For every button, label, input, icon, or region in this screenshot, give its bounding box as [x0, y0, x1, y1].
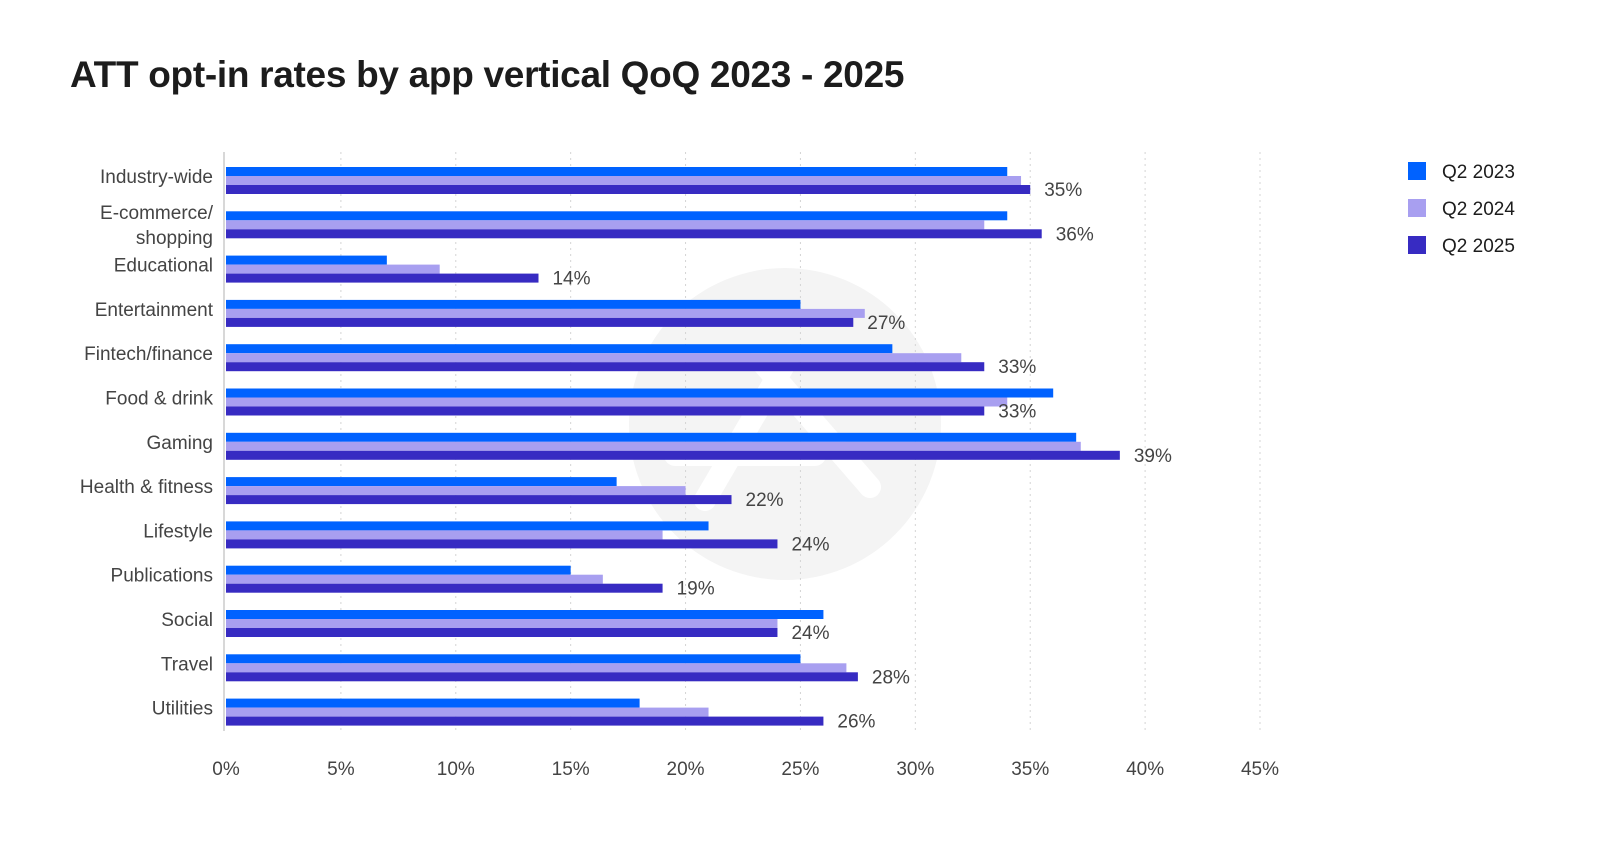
category-label: Food & drink	[105, 389, 213, 410]
bar-q2-2023	[226, 167, 1008, 176]
chart-title: ATT opt-in rates by app vertical QoQ 202…	[70, 54, 905, 95]
data-label: 24%	[791, 623, 829, 644]
legend-label: Q2 2025	[1442, 236, 1515, 257]
bar-q2-2024	[226, 574, 603, 584]
category-label: Fintech/finance	[84, 344, 213, 365]
bar-q2-2024	[226, 707, 709, 717]
data-label: 35%	[1044, 180, 1082, 201]
x-tick-label: 0%	[212, 759, 240, 780]
bar-q2-2023	[226, 521, 709, 531]
bar-q2-2025	[226, 273, 539, 283]
category-label: Health & fitness	[80, 477, 213, 498]
bar-q2-2023	[226, 698, 640, 708]
bar-q2-2025	[226, 716, 824, 726]
bar-q2-2023	[226, 299, 801, 309]
data-label: 19%	[677, 579, 715, 600]
bar-q2-2024	[226, 264, 440, 274]
data-label: 24%	[791, 534, 829, 555]
x-tick-label: 20%	[667, 759, 705, 780]
legend-swatch	[1408, 199, 1426, 217]
bar-q2-2024	[226, 663, 847, 673]
category-label: shopping	[136, 228, 213, 249]
bar-q2-2023	[226, 654, 801, 664]
category-label: Industry-wide	[100, 167, 213, 188]
category-label: Utilities	[152, 699, 213, 720]
bar-q2-2024	[226, 220, 985, 230]
bar-q2-2023	[226, 565, 571, 575]
bar-q2-2025	[226, 362, 985, 372]
category-label: E-commerce/	[100, 203, 214, 224]
category-label: Educational	[114, 256, 213, 277]
bar-q2-2023	[226, 610, 824, 619]
x-tick-label: 30%	[896, 759, 934, 780]
bar-q2-2023	[226, 211, 1008, 221]
data-label: 26%	[837, 712, 875, 733]
bar-q2-2025	[226, 406, 985, 416]
data-label: 33%	[998, 357, 1036, 378]
legend-swatch	[1408, 162, 1426, 180]
data-label: 33%	[998, 402, 1036, 423]
data-label: 22%	[746, 490, 784, 511]
category-labels: Industry-wide E-commerce/shopping Educatio…	[80, 167, 214, 720]
bar-q2-2024	[226, 353, 962, 363]
bars	[226, 167, 1120, 726]
bar-q2-2024	[226, 308, 865, 318]
bar-q2-2023	[226, 432, 1077, 442]
bar-q2-2024	[226, 176, 1022, 185]
bar-q2-2025	[226, 450, 1120, 460]
bar-q2-2023	[226, 388, 1054, 398]
legend-swatch	[1408, 236, 1426, 254]
bar-q2-2025	[226, 229, 1042, 239]
bar-q2-2025	[226, 185, 1031, 194]
x-tick-label: 15%	[552, 759, 590, 780]
bar-q2-2024	[226, 619, 778, 628]
data-label: 36%	[1056, 224, 1094, 245]
category-label: Lifestyle	[143, 521, 213, 542]
data-labels: 35% 36% 14% 27% 33% 33% 39% 22% 24% 19% 24% 28% 26%	[552, 180, 1171, 733]
bar-q2-2024	[226, 486, 686, 496]
bar-q2-2025	[226, 672, 858, 682]
data-label: 14%	[552, 269, 590, 290]
category-label: Publications	[111, 566, 213, 587]
bar-q2-2023	[226, 477, 617, 487]
category-label: Entertainment	[95, 300, 214, 321]
bar-q2-2025	[226, 583, 663, 593]
x-tick-label: 35%	[1011, 759, 1049, 780]
data-label: 27%	[867, 313, 905, 334]
legend-label: Q2 2023	[1442, 162, 1515, 183]
x-tick-labels: 0% 5% 10% 15% 20% 25% 30% 35% 40% 45%	[212, 759, 1279, 780]
bar-q2-2024	[226, 441, 1081, 451]
category-label: Social	[161, 610, 213, 631]
data-label: 28%	[872, 667, 910, 688]
bar-q2-2024	[226, 397, 1008, 407]
legend: Q2 2023 Q2 2024 Q2 2025	[1408, 162, 1515, 257]
legend-label: Q2 2024	[1442, 199, 1515, 220]
x-tick-label: 25%	[781, 759, 819, 780]
bar-q2-2023	[226, 255, 387, 265]
x-tick-label: 45%	[1241, 759, 1279, 780]
bar-q2-2025	[226, 628, 778, 637]
category-label: Travel	[161, 654, 213, 675]
x-tick-label: 5%	[327, 759, 355, 780]
category-label: Gaming	[146, 433, 213, 454]
bar-q2-2025	[226, 317, 854, 327]
bar-q2-2025	[226, 495, 732, 505]
x-tick-label: 40%	[1126, 759, 1164, 780]
bar-q2-2025	[226, 539, 778, 549]
bar-q2-2024	[226, 530, 663, 540]
x-tick-label: 10%	[437, 759, 475, 780]
data-label: 39%	[1134, 446, 1172, 467]
bar-q2-2023	[226, 344, 893, 354]
